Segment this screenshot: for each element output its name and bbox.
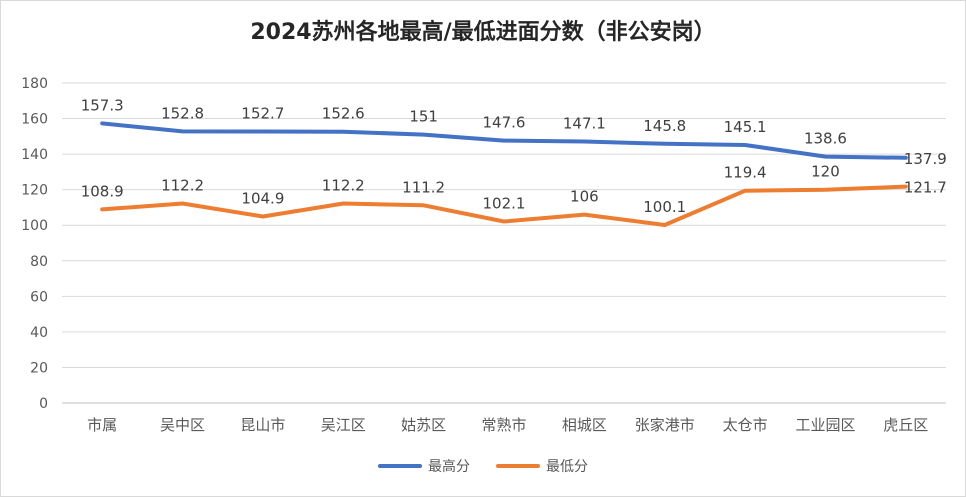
data-label: 152.6 xyxy=(322,105,365,123)
data-label: 152.7 xyxy=(241,105,284,123)
y-tick-label: 100 xyxy=(21,218,48,234)
legend-swatch-min xyxy=(496,464,540,468)
data-point xyxy=(182,203,184,205)
data-label: 100.1 xyxy=(643,198,686,216)
data-point xyxy=(101,208,103,210)
data-point xyxy=(583,140,585,142)
x-tick-label: 常熟市 xyxy=(481,416,526,434)
data-label: 157.3 xyxy=(81,96,124,114)
data-label: 120 xyxy=(811,163,840,181)
y-tick-label: 40 xyxy=(30,325,48,341)
data-label: 112.2 xyxy=(161,177,204,195)
data-label: 112.2 xyxy=(322,177,365,195)
data-label: 152.8 xyxy=(161,104,204,122)
data-point xyxy=(342,203,344,205)
data-point xyxy=(664,143,666,145)
data-point xyxy=(664,224,666,226)
data-label: 145.8 xyxy=(643,117,686,135)
legend-item-max: 最高分 xyxy=(378,456,470,476)
y-tick-label: 80 xyxy=(30,254,48,270)
chart-title: 2024苏州各地最高/最低进面分数（非公安岗） xyxy=(250,20,716,45)
data-label: 119.4 xyxy=(724,164,767,182)
data-label: 106 xyxy=(570,188,599,206)
y-tick-label: 60 xyxy=(30,289,48,305)
y-tick-label: 120 xyxy=(21,183,48,199)
data-point xyxy=(824,156,826,158)
data-label: 145.1 xyxy=(724,118,767,136)
data-label: 108.9 xyxy=(81,182,124,200)
data-point xyxy=(905,157,907,159)
x-tick-label: 市属 xyxy=(87,416,117,434)
y-tick-label: 140 xyxy=(21,147,48,163)
data-point xyxy=(583,214,585,216)
data-point xyxy=(342,131,344,133)
data-point xyxy=(262,216,264,218)
data-label: 147.1 xyxy=(563,114,606,132)
data-point xyxy=(905,186,907,188)
data-point xyxy=(824,189,826,191)
x-tick-label: 张家港市 xyxy=(635,416,695,434)
data-point xyxy=(744,144,746,146)
data-point xyxy=(101,122,103,124)
data-label: 104.9 xyxy=(241,190,284,208)
x-tick-label: 太仓市 xyxy=(723,416,768,434)
x-tick-label: 姑苏区 xyxy=(401,416,446,434)
data-point xyxy=(182,130,184,132)
data-label: 121.7 xyxy=(904,179,947,197)
data-point xyxy=(262,131,264,133)
legend-label-max: 最高分 xyxy=(428,459,470,475)
y-tick-label: 180 xyxy=(21,76,48,92)
legend: 最高分 最低分 xyxy=(0,456,966,476)
data-label: 111.2 xyxy=(402,178,445,196)
legend-label-min: 最低分 xyxy=(546,459,588,475)
data-label: 147.6 xyxy=(483,114,526,132)
y-tick-label: 0 xyxy=(39,396,48,412)
data-label: 138.6 xyxy=(804,130,847,148)
data-point xyxy=(503,140,505,142)
x-tick-label: 相城区 xyxy=(562,416,607,434)
legend-item-min: 最低分 xyxy=(496,456,588,476)
y-tick-label: 160 xyxy=(21,112,48,128)
x-tick-label: 工业园区 xyxy=(795,416,855,434)
data-label: 137.9 xyxy=(904,150,947,168)
x-tick-label: 吴江区 xyxy=(321,416,366,434)
data-point xyxy=(503,220,505,222)
data-point xyxy=(423,134,425,136)
data-label: 151 xyxy=(409,108,438,126)
y-tick-label: 20 xyxy=(30,360,48,376)
data-point xyxy=(423,204,425,206)
x-tick-label: 吴中区 xyxy=(160,416,205,434)
x-tick-label: 昆山市 xyxy=(240,416,285,434)
data-label: 102.1 xyxy=(483,194,526,212)
x-tick-label: 虎丘区 xyxy=(883,416,928,434)
legend-swatch-max xyxy=(378,464,422,468)
data-point xyxy=(744,190,746,192)
